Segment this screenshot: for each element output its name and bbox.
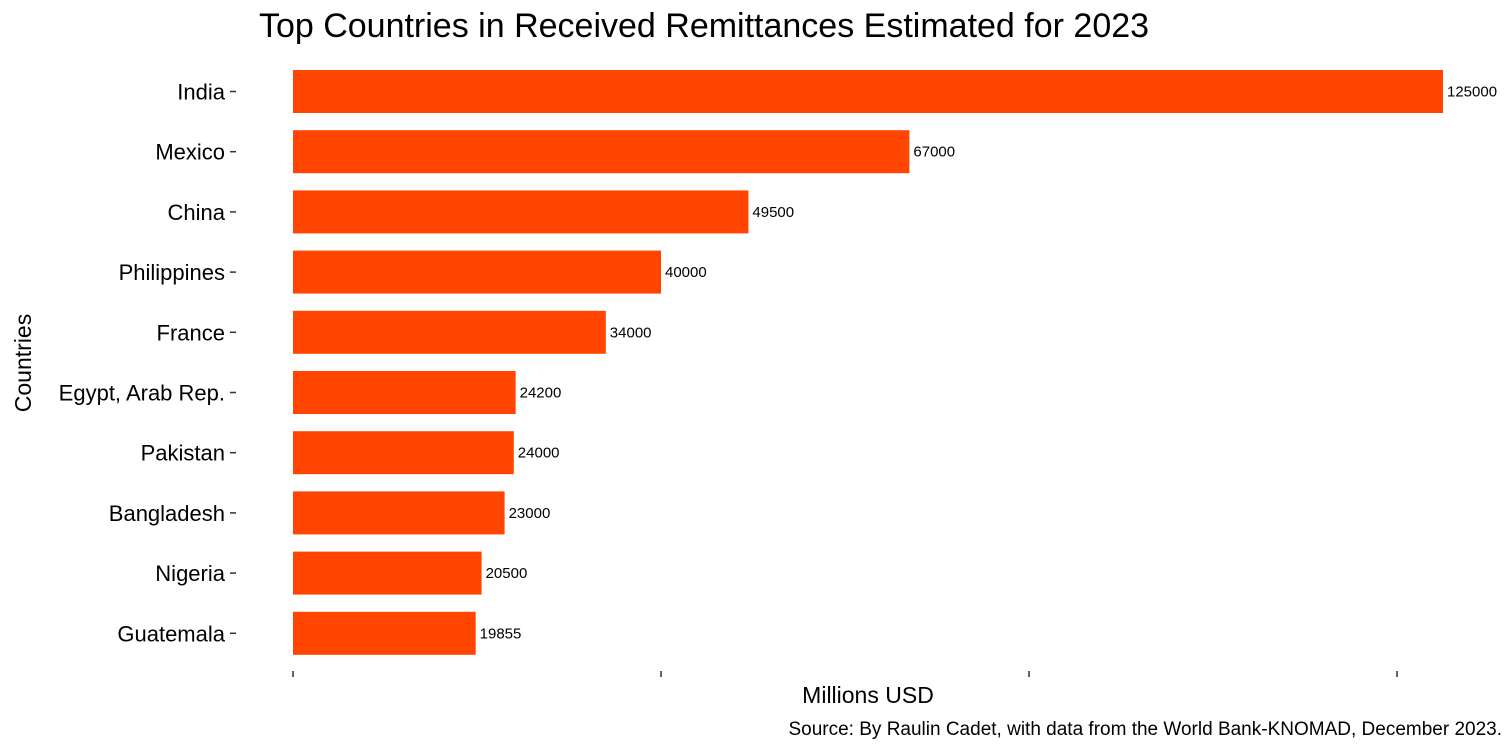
data-label-philippines: 40000 — [665, 264, 707, 281]
bar-mexico — [293, 130, 910, 174]
data-label-pakistan: 24000 — [518, 445, 560, 462]
bar-nigeria — [293, 551, 482, 595]
bar-guatemala — [293, 611, 476, 655]
y-tick-label-china: China — [168, 200, 226, 225]
x-axis-title: Millions USD — [802, 682, 934, 708]
bar-philippines — [293, 250, 661, 294]
bar-egypt-arab-rep — [293, 371, 516, 414]
data-label-china: 49500 — [752, 204, 794, 221]
bar-india — [293, 70, 1443, 113]
bar-bangladesh — [293, 491, 505, 535]
data-label-nigeria: 20500 — [486, 565, 528, 582]
chart-caption: Source: By Raulin Cadet, with data from … — [788, 719, 1502, 740]
bar-china — [293, 190, 749, 234]
y-tick-label-france: France — [157, 320, 225, 345]
bar-pakistan — [293, 431, 514, 475]
data-label-egypt-arab-rep: 24200 — [520, 385, 562, 402]
y-tick-label-mexico: Mexico — [155, 140, 225, 165]
plot-area: 125000 India 67000 Mexico 49500 China 40000 Phi… — [59, 70, 1497, 677]
y-axis-title: Countries — [10, 314, 36, 412]
y-tick-label-egypt-arab-rep: Egypt, Arab Rep. — [59, 381, 225, 406]
bar-france — [293, 310, 606, 354]
data-label-india: 125000 — [1447, 84, 1497, 101]
y-tick-label-india: India — [177, 80, 225, 105]
data-label-bangladesh: 23000 — [509, 505, 551, 522]
y-tick-label-bangladesh: Bangladesh — [109, 501, 225, 526]
y-tick-label-pakistan: Pakistan — [141, 441, 225, 466]
data-label-france: 34000 — [610, 324, 652, 341]
data-label-guatemala: 19855 — [480, 625, 522, 642]
chart-title: Top Countries in Received Remittances Es… — [259, 7, 1149, 45]
y-tick-label-philippines: Philippines — [119, 260, 225, 285]
data-label-mexico: 67000 — [913, 144, 955, 161]
y-tick-label-nigeria: Nigeria — [155, 561, 225, 586]
y-tick-label-guatemala: Guatemala — [117, 621, 225, 646]
